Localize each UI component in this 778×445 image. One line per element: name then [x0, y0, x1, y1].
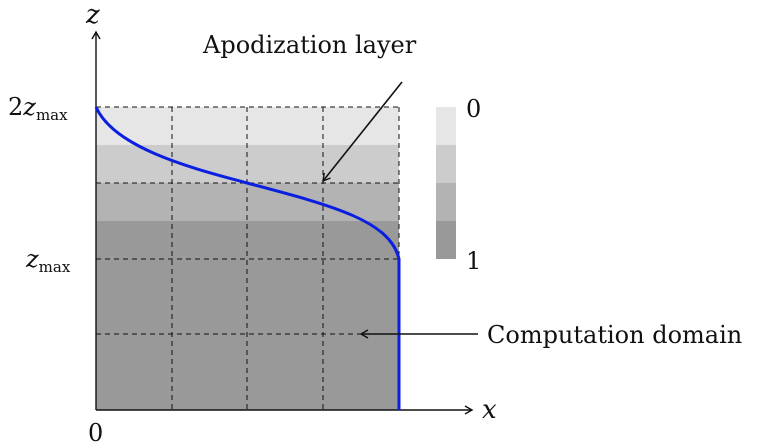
- colorbar-segment-3: [436, 183, 456, 221]
- apodization-layer-arrow: [322, 81, 403, 183]
- colorbar-segment-1: [436, 107, 456, 145]
- colorbar-segment-4: [436, 221, 456, 259]
- zmax-tick-label: zmax: [25, 245, 71, 276]
- z-top-tick-label: 2zmax: [8, 93, 68, 124]
- z-top-variable: z: [22, 93, 36, 121]
- colorbar: [436, 107, 456, 259]
- origin-label: 0: [88, 419, 103, 445]
- colorbar-segment-2: [436, 145, 456, 183]
- colorbar-top-label: 0: [466, 95, 481, 123]
- apodization-profile-curve: [94, 106, 401, 410]
- computation-domain-label: Computation domain: [487, 321, 742, 349]
- z-top-subscript: max: [36, 106, 68, 124]
- z-axis-label: z: [85, 0, 100, 30]
- z-top-coefficient: 2: [8, 93, 23, 121]
- colorbar-bottom-label: 1: [466, 247, 481, 275]
- x-axis-label: x: [482, 395, 497, 425]
- apodization-layer-label: Apodization layer: [202, 31, 417, 59]
- zmax-subscript: max: [39, 258, 71, 276]
- zmax-variable: z: [25, 245, 39, 273]
